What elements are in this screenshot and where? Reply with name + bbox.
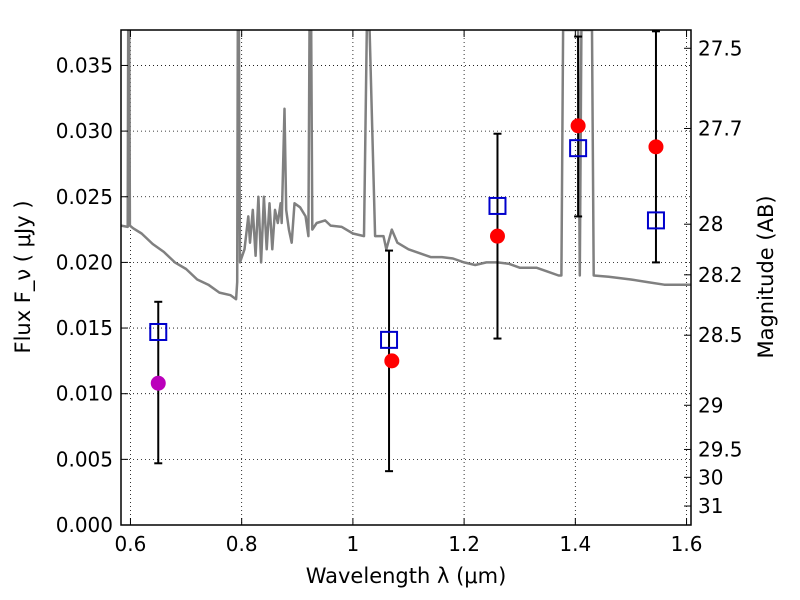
y2-tick-label: 27.7 (698, 116, 743, 140)
y2-tick-label: 28 (698, 212, 723, 236)
x-tick-label: 0.6 (115, 532, 147, 556)
y-tick-label: 0.030 (56, 119, 113, 143)
y-tick-label: 0.025 (56, 185, 113, 209)
plot-area (121, 30, 691, 473)
plot-frame (120, 29, 692, 526)
circle-marker (648, 139, 664, 155)
y2-tick-label: 29.5 (698, 437, 743, 461)
x-tick-label: 1.2 (448, 532, 480, 556)
y-tick-label: 0.020 (56, 250, 113, 274)
y2-tick-label: 27.5 (698, 36, 743, 60)
circle-marker (150, 375, 166, 391)
y2-tick-label: 30 (698, 465, 723, 489)
y2-axis-label: Magnitude (AB) (754, 195, 778, 358)
y2-tick-label: 28.2 (698, 263, 743, 287)
square-marker (149, 322, 168, 341)
x-axis-label: Wavelength λ (μm) (306, 564, 507, 588)
model-spectrum-line (121, 30, 691, 301)
tick-labels: 0.6 0.8 1 1.2 1.4 1.6 0.000 0.005 0.010 0.015 0.02… (56, 36, 743, 556)
y-tick-label: 0.010 (56, 382, 113, 406)
circle-marker (570, 118, 586, 134)
y2-tick-label: 31 (698, 494, 723, 518)
y-tick-label: 0.015 (56, 316, 113, 340)
square-marker (488, 196, 507, 215)
y2-tick-label: 29 (698, 393, 723, 417)
square-marker (380, 330, 399, 349)
axis-ticks (121, 30, 691, 526)
y-tick-label: 0.005 (56, 447, 113, 471)
y-axis-label: Flux F_ν ( μJy ) (11, 200, 36, 353)
x-tick-label: 1.4 (559, 532, 591, 556)
circle-marker (384, 353, 400, 369)
circle-marker (489, 228, 505, 244)
y2-tick-label: 28.5 (698, 323, 743, 347)
model-spectrum-layer (121, 30, 691, 301)
y-tick-label: 0.035 (56, 53, 113, 77)
x-tick-label: 0.8 (226, 532, 258, 556)
marker-layer (149, 118, 665, 391)
x-tick-label: 1.6 (671, 532, 703, 556)
y-tick-label: 0.000 (56, 513, 113, 537)
square-marker (569, 139, 588, 158)
x-tick-label: 1 (347, 532, 360, 556)
square-marker (646, 211, 665, 230)
